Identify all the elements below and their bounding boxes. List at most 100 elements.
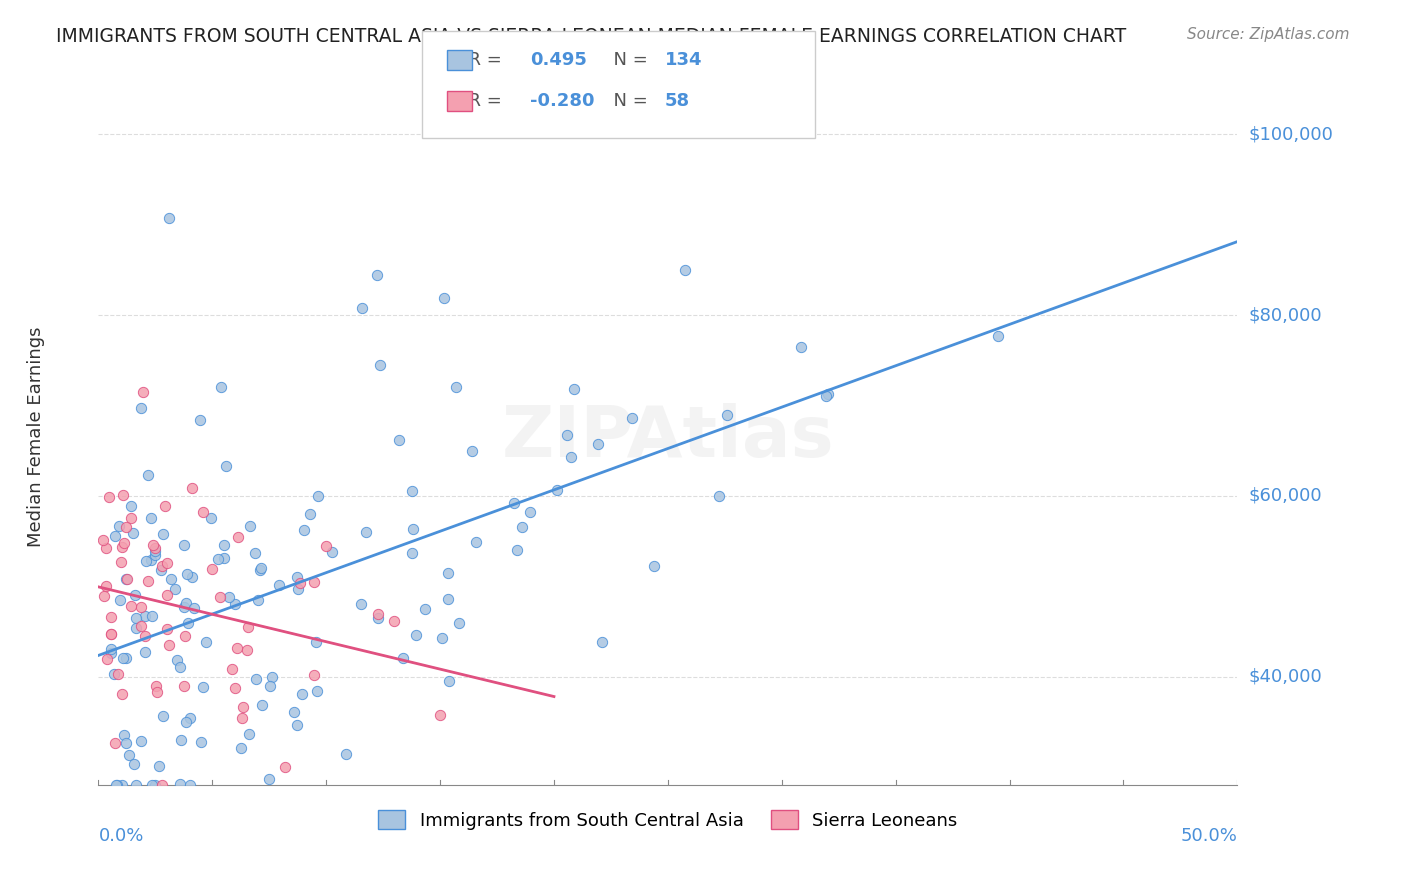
Point: [387, 433, 409, 447]
Point: [111, 488, 134, 502]
Text: IMMIGRANTS FROM SOUTH CENTRAL ASIA VS SIERRA LEONEAN MEDIAN FEMALE EARNINGS CORR: IMMIGRANTS FROM SOUTH CENTRAL ASIA VS SI…: [56, 27, 1126, 45]
Text: Source: ZipAtlas.com: Source: ZipAtlas.com: [1187, 27, 1350, 42]
Point: [790, 340, 813, 354]
Point: [100, 627, 122, 641]
Point: [105, 778, 128, 792]
Point: [231, 711, 253, 725]
Point: [100, 646, 122, 660]
Point: [134, 608, 156, 623]
Point: [444, 380, 467, 394]
Point: [188, 413, 211, 427]
Point: [215, 458, 238, 473]
Point: [150, 558, 173, 573]
Point: [298, 507, 321, 521]
Point: [120, 500, 142, 514]
Point: [143, 549, 166, 563]
Point: [506, 542, 529, 557]
Point: [100, 627, 122, 641]
Point: [96, 652, 118, 666]
Point: [352, 301, 374, 315]
Point: [288, 575, 311, 590]
Text: $40,000: $40,000: [1249, 667, 1323, 686]
Text: R =: R =: [457, 51, 508, 69]
Point: [430, 631, 453, 645]
Text: $100,000: $100,000: [1249, 126, 1333, 144]
Point: [304, 635, 326, 649]
Point: [195, 635, 218, 649]
Point: [367, 611, 389, 625]
Point: [207, 551, 229, 566]
Point: [112, 728, 135, 742]
Point: [546, 483, 568, 497]
Point: [465, 535, 488, 549]
Point: [335, 747, 357, 761]
Text: 58: 58: [665, 92, 690, 110]
Point: [405, 628, 427, 642]
Point: [179, 778, 201, 792]
Point: [173, 539, 195, 553]
Point: [817, 387, 839, 401]
Point: [287, 582, 309, 596]
Point: [100, 610, 122, 624]
Point: [401, 546, 423, 560]
Point: [267, 577, 290, 591]
Point: [285, 717, 308, 731]
Point: [156, 557, 179, 571]
Point: [209, 591, 232, 605]
Point: [392, 650, 415, 665]
Point: [100, 642, 122, 657]
Point: [122, 526, 145, 541]
Point: [117, 572, 139, 586]
Point: [143, 543, 166, 558]
Point: [108, 593, 131, 607]
Point: [125, 621, 148, 635]
Point: [302, 574, 325, 589]
Point: [274, 760, 297, 774]
Text: 0.495: 0.495: [530, 51, 586, 69]
Point: [150, 778, 173, 792]
Point: [201, 562, 224, 576]
Point: [235, 642, 257, 657]
Point: [555, 428, 578, 442]
Point: [225, 641, 247, 656]
Point: [591, 635, 613, 649]
Point: [105, 778, 128, 792]
Point: [382, 614, 405, 628]
Point: [429, 708, 451, 723]
Point: [716, 408, 738, 422]
Point: [146, 684, 169, 698]
Point: [103, 667, 125, 681]
Point: [115, 520, 138, 534]
Point: [120, 599, 142, 614]
Point: [132, 385, 155, 400]
Point: [169, 659, 191, 673]
Text: $80,000: $80,000: [1249, 306, 1322, 324]
Point: [111, 687, 134, 701]
Point: [129, 619, 152, 633]
Point: [224, 681, 246, 696]
Point: [290, 687, 312, 701]
Point: [179, 711, 201, 725]
Point: [141, 778, 163, 792]
Point: [136, 574, 159, 588]
Point: [145, 679, 167, 693]
Text: Median Female Earnings: Median Female Earnings: [27, 326, 45, 548]
Point: [292, 523, 315, 537]
Point: [193, 505, 215, 519]
Point: [245, 672, 267, 686]
Text: ZIPAtlas: ZIPAtlas: [502, 402, 834, 472]
Point: [104, 529, 127, 543]
Point: [157, 211, 180, 226]
Point: [104, 735, 127, 749]
Point: [108, 519, 131, 533]
Point: [315, 539, 337, 553]
Point: [250, 561, 273, 575]
Point: [401, 483, 423, 498]
Point: [307, 489, 329, 503]
Text: -0.280: -0.280: [530, 92, 595, 110]
Point: [218, 590, 240, 604]
Point: [183, 600, 205, 615]
Point: [98, 490, 121, 504]
Point: [125, 778, 148, 792]
Point: [212, 550, 235, 565]
